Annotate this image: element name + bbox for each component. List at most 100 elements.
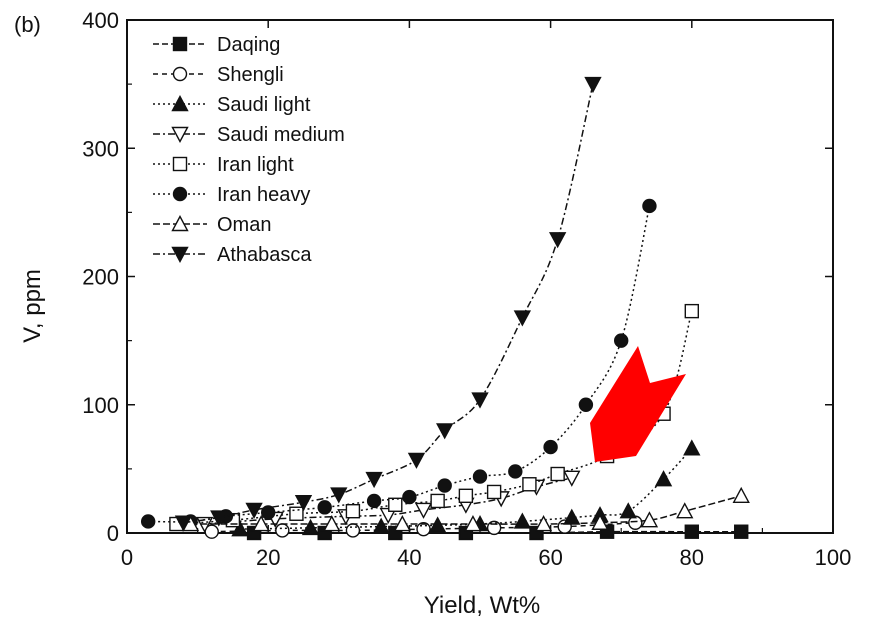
- panel-label: (b): [14, 12, 41, 37]
- data-point-oman: [393, 515, 412, 532]
- data-point-iran-light: [486, 484, 502, 500]
- data-point-saudi-light: [428, 516, 447, 533]
- data-point-shengli: [275, 523, 290, 538]
- data-point-athabasca: [174, 515, 193, 532]
- data-point-saudi-light: [372, 517, 390, 534]
- data-point-saudi-light: [513, 512, 532, 529]
- series-line-iran-heavy: [148, 205, 651, 523]
- data-point-athabasca: [548, 232, 567, 249]
- data-point-oman: [323, 515, 341, 532]
- data-point-athabasca: [210, 510, 228, 527]
- legend-label-iran-heavy: Iran heavy: [217, 184, 310, 206]
- data-point-oman: [640, 511, 659, 528]
- x-tick-label: 40: [397, 545, 421, 570]
- data-point-saudi-light: [231, 520, 249, 537]
- data-point-iran-light: [289, 506, 304, 521]
- data-point-iran-heavy: [261, 505, 276, 520]
- x-tick-label: 0: [121, 545, 133, 570]
- data-point-oman: [534, 515, 553, 532]
- data-point-iran-light: [388, 497, 403, 512]
- data-point-athabasca: [471, 392, 489, 409]
- legend-label-iran-light: Iran light: [217, 154, 294, 176]
- legend-marker-shengli: [172, 66, 188, 82]
- data-point-athabasca: [436, 423, 454, 440]
- legend-marker-saudi-light: [171, 95, 189, 112]
- data-point-daqing: [734, 524, 749, 539]
- series-line-athabasca: [183, 83, 594, 524]
- legend-label-saudi-light: Saudi light: [217, 94, 311, 116]
- red-arrow-annotation: [590, 346, 686, 462]
- legend: Daqing Shengli Saudi light Saudi medium Iran…: [153, 34, 345, 266]
- x-tick-label: 20: [256, 545, 280, 570]
- data-point-iran-heavy: [508, 464, 523, 479]
- data-point-athabasca: [513, 310, 532, 327]
- data-point-athabasca: [584, 76, 602, 94]
- data-point-iran-light: [458, 488, 474, 504]
- data-point-saudi-light: [563, 508, 581, 525]
- legend-marker-oman: [171, 215, 189, 232]
- data-point-iran-light: [522, 477, 537, 492]
- y-tick-label: 400: [82, 8, 119, 33]
- data-point-iran-light: [684, 303, 699, 319]
- data-point-athabasca: [407, 452, 426, 469]
- y-tick-label: 0: [107, 521, 119, 546]
- data-point-athabasca: [365, 471, 383, 489]
- data-point-iran-heavy: [317, 500, 332, 515]
- data-point-oman: [732, 486, 750, 504]
- data-point-iran-heavy: [472, 469, 488, 484]
- data-point-saudi-medium: [563, 470, 581, 487]
- data-point-iran-heavy: [366, 493, 382, 509]
- y-tick-label: 100: [82, 393, 119, 418]
- data-point-athabasca: [245, 502, 263, 519]
- series-line-oman: [190, 495, 742, 525]
- series-layer: [140, 76, 750, 541]
- legend-marker-daqing: [172, 36, 188, 52]
- y-tick-label: 300: [82, 136, 119, 161]
- data-point-iran-light: [430, 493, 445, 509]
- data-point-athabasca: [330, 487, 348, 504]
- series-line-saudi-light: [239, 447, 693, 530]
- data-point-oman: [464, 515, 482, 532]
- data-point-iran-heavy: [543, 439, 558, 455]
- legend-marker-saudi-medium: [171, 126, 189, 143]
- legend-label-saudi-medium: Saudi medium: [217, 124, 345, 146]
- data-point-shengli: [345, 523, 361, 538]
- data-point-iran-heavy: [402, 489, 417, 505]
- series-athabasca: [174, 76, 602, 532]
- x-axis-title: Yield, Wt%: [424, 592, 540, 619]
- data-point-iran-heavy: [437, 478, 452, 493]
- y-axis-title: V, ppm: [19, 269, 46, 343]
- data-point-saudi-light: [683, 439, 701, 456]
- legend-marker-athabasca: [171, 246, 189, 263]
- data-point-iran-light: [345, 503, 361, 519]
- legend-label-oman: Oman: [217, 214, 271, 236]
- legend-label-athabasca: Athabasca: [217, 244, 312, 266]
- data-point-saudi-light: [619, 502, 637, 519]
- legend-marker-iran-light: [172, 156, 188, 172]
- data-point-saudi-light: [301, 518, 320, 536]
- data-point-oman: [252, 515, 270, 532]
- data-point-saudi-medium: [414, 502, 433, 519]
- data-point-oman: [676, 502, 694, 519]
- y-tick-label: 200: [82, 265, 119, 290]
- legend-marker-iran-heavy: [172, 186, 188, 202]
- series-iran-heavy: [140, 198, 657, 529]
- x-tick-label: 60: [538, 545, 562, 570]
- data-point-saudi-light: [654, 470, 673, 487]
- x-axis: 0 20 40 60 80 100: [121, 20, 851, 570]
- y-axis: 0 100 200 300 400: [82, 8, 833, 546]
- data-point-iran-heavy: [642, 198, 657, 214]
- legend-label-shengli: Shengli: [217, 64, 284, 86]
- data-point-iran-heavy: [578, 397, 594, 412]
- x-tick-label: 100: [815, 545, 852, 570]
- data-point-athabasca: [294, 495, 313, 512]
- data-point-iran-light: [550, 466, 565, 482]
- data-point-daqing: [684, 524, 699, 539]
- data-point-iran-heavy: [140, 514, 156, 529]
- data-point-iran-heavy: [614, 333, 629, 348]
- legend-label-daqing: Daqing: [217, 34, 280, 56]
- x-tick-label: 80: [680, 545, 704, 570]
- data-point-oman: [591, 513, 609, 530]
- series-daqing: [246, 524, 749, 541]
